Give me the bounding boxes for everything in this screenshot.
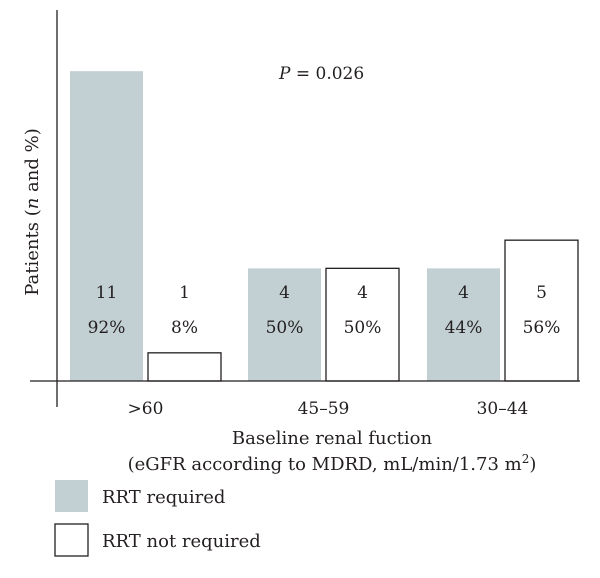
y-axis-label-end: and %) xyxy=(22,128,43,197)
legend-label-rrt-required: RRT required xyxy=(102,487,225,508)
bar-percent-label-0-2: 44% xyxy=(445,318,483,338)
y-axis-label: Patients (n and %) xyxy=(22,128,43,296)
x-axis-label-line2-main: (eGFR according to MDRD, mL/min/1.73 m xyxy=(128,454,522,475)
legend-label-rrt-not-required: RRT not required xyxy=(102,531,261,552)
bar-rrt-not-required-0 xyxy=(147,352,222,382)
p-value-text: = 0.026 xyxy=(290,64,364,84)
bar-count-label-0-1: 4 xyxy=(279,283,290,303)
bar-percent-label-1-0: 8% xyxy=(171,318,198,338)
legend-swatch-rrt-required xyxy=(55,480,88,512)
bars-group xyxy=(70,71,579,382)
x-axis-label-line2-sup: 2 xyxy=(522,452,530,466)
x-axis-label-line1: Baseline renal fuction xyxy=(232,428,433,449)
x-axis-label-line2-end: ) xyxy=(529,454,536,475)
bar-percent-label-0-0: 92% xyxy=(88,318,126,338)
x-tick-label-1: 45–59 xyxy=(298,399,350,419)
bar-rrt-not-required-2 xyxy=(504,239,579,382)
y-axis-label-start: Patients ( xyxy=(22,209,43,295)
x-tick-label-2: 30–44 xyxy=(477,399,529,419)
y-axis-label-italic: n xyxy=(22,198,43,210)
bar-percent-label-1-1: 50% xyxy=(344,318,382,338)
axes-group xyxy=(30,10,580,407)
bar-rrt-required-1 xyxy=(248,268,321,381)
bar-rrt-required-2 xyxy=(427,268,500,381)
bar-percent-label-0-1: 50% xyxy=(266,318,304,338)
bar-count-label-0-0: 11 xyxy=(96,283,118,303)
bar-count-label-1-0: 1 xyxy=(179,283,190,303)
bar-labels-group: 11 92% 1 8% 4 50% 4 50% 4 44% 5 56% xyxy=(88,283,561,338)
p-value-annotation: P = 0.026 xyxy=(278,64,364,84)
x-tick-labels-group: >60 45–59 30–44 xyxy=(128,399,529,419)
bar-percent-label-1-2: 56% xyxy=(523,318,561,338)
bar-count-label-1-1: 4 xyxy=(357,283,368,303)
legend-swatch-rrt-not-required xyxy=(54,523,89,557)
bar-rrt-required-0 xyxy=(70,71,143,382)
bar-count-label-1-2: 5 xyxy=(536,283,547,303)
x-axis-label-line2: (eGFR according to MDRD, mL/min/1.73 m2) xyxy=(128,452,537,475)
p-value-letter: P xyxy=(278,64,291,84)
legend: RRT required RRT not required xyxy=(54,480,261,557)
x-tick-label-0: >60 xyxy=(128,399,164,419)
bar-count-label-0-2: 4 xyxy=(458,283,469,303)
